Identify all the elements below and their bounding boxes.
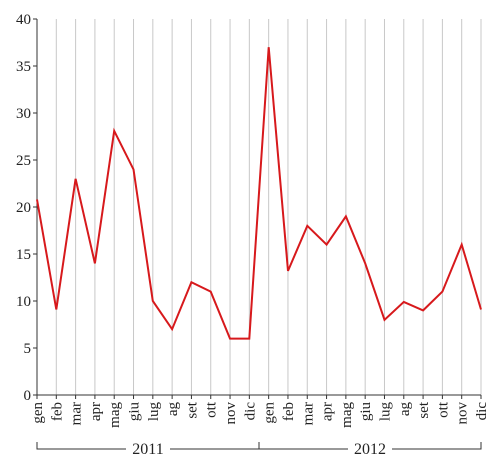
x-tick-label: dic — [474, 402, 490, 421]
y-tick-label: 30 — [16, 106, 31, 122]
year-group-label: 2012 — [354, 441, 386, 458]
x-tick-label: lug — [377, 402, 393, 422]
x-tick-label: mar — [300, 402, 316, 425]
y-tick-label: 35 — [16, 59, 31, 75]
y-tick-label: 15 — [16, 247, 31, 263]
y-tick-label: 40 — [16, 12, 31, 28]
x-tick-label: feb — [281, 402, 297, 421]
x-tick-label: giu — [127, 402, 143, 422]
x-tick-label: set — [184, 401, 200, 418]
year-bracket-right — [392, 442, 482, 450]
y-tick-label: 0 — [24, 388, 32, 404]
year-groups: 2011 2012 — [36, 441, 482, 458]
x-tick-label: apr — [320, 402, 336, 421]
year-bracket-right — [170, 442, 260, 450]
x-tick-label: nov — [223, 402, 239, 425]
x-tick-label: giu — [358, 402, 374, 422]
y-axis-ticks: 0 5 10 15 20 25 30 35 40 — [16, 12, 37, 404]
grid — [36, 19, 482, 395]
x-tick-label: lug — [146, 402, 162, 422]
x-tick-label: mag — [339, 402, 355, 428]
series — [36, 47, 482, 340]
x-tick-label: feb — [49, 402, 65, 421]
x-tick-label: ag — [165, 402, 181, 417]
x-tick-label: mag — [107, 402, 123, 428]
year-bracket-left — [258, 442, 348, 450]
y-tick-label: 5 — [24, 341, 32, 357]
series-line — [36, 47, 482, 340]
x-tick-label: gen — [30, 402, 46, 424]
x-tick-label: mar — [69, 402, 85, 425]
x-tick-label: apr — [88, 402, 104, 421]
y-tick-label: 20 — [16, 200, 31, 216]
x-tick-label: ott — [435, 401, 451, 418]
x-tick-label: nov — [455, 402, 471, 425]
y-tick-label: 25 — [16, 153, 31, 169]
year-group-label: 2011 — [132, 441, 163, 458]
y-tick-label: 10 — [16, 294, 31, 310]
x-tick-label: set — [416, 401, 432, 418]
year-bracket-left — [36, 442, 126, 450]
x-tick-label: gen — [262, 402, 278, 424]
x-axis-ticks: gen feb mar apr mag giu lug ag set ott nov dic gen fe… — [30, 395, 490, 428]
x-tick-label: ag — [397, 402, 413, 417]
x-tick-label: ott — [204, 401, 220, 418]
x-tick-label: dic — [242, 402, 258, 421]
